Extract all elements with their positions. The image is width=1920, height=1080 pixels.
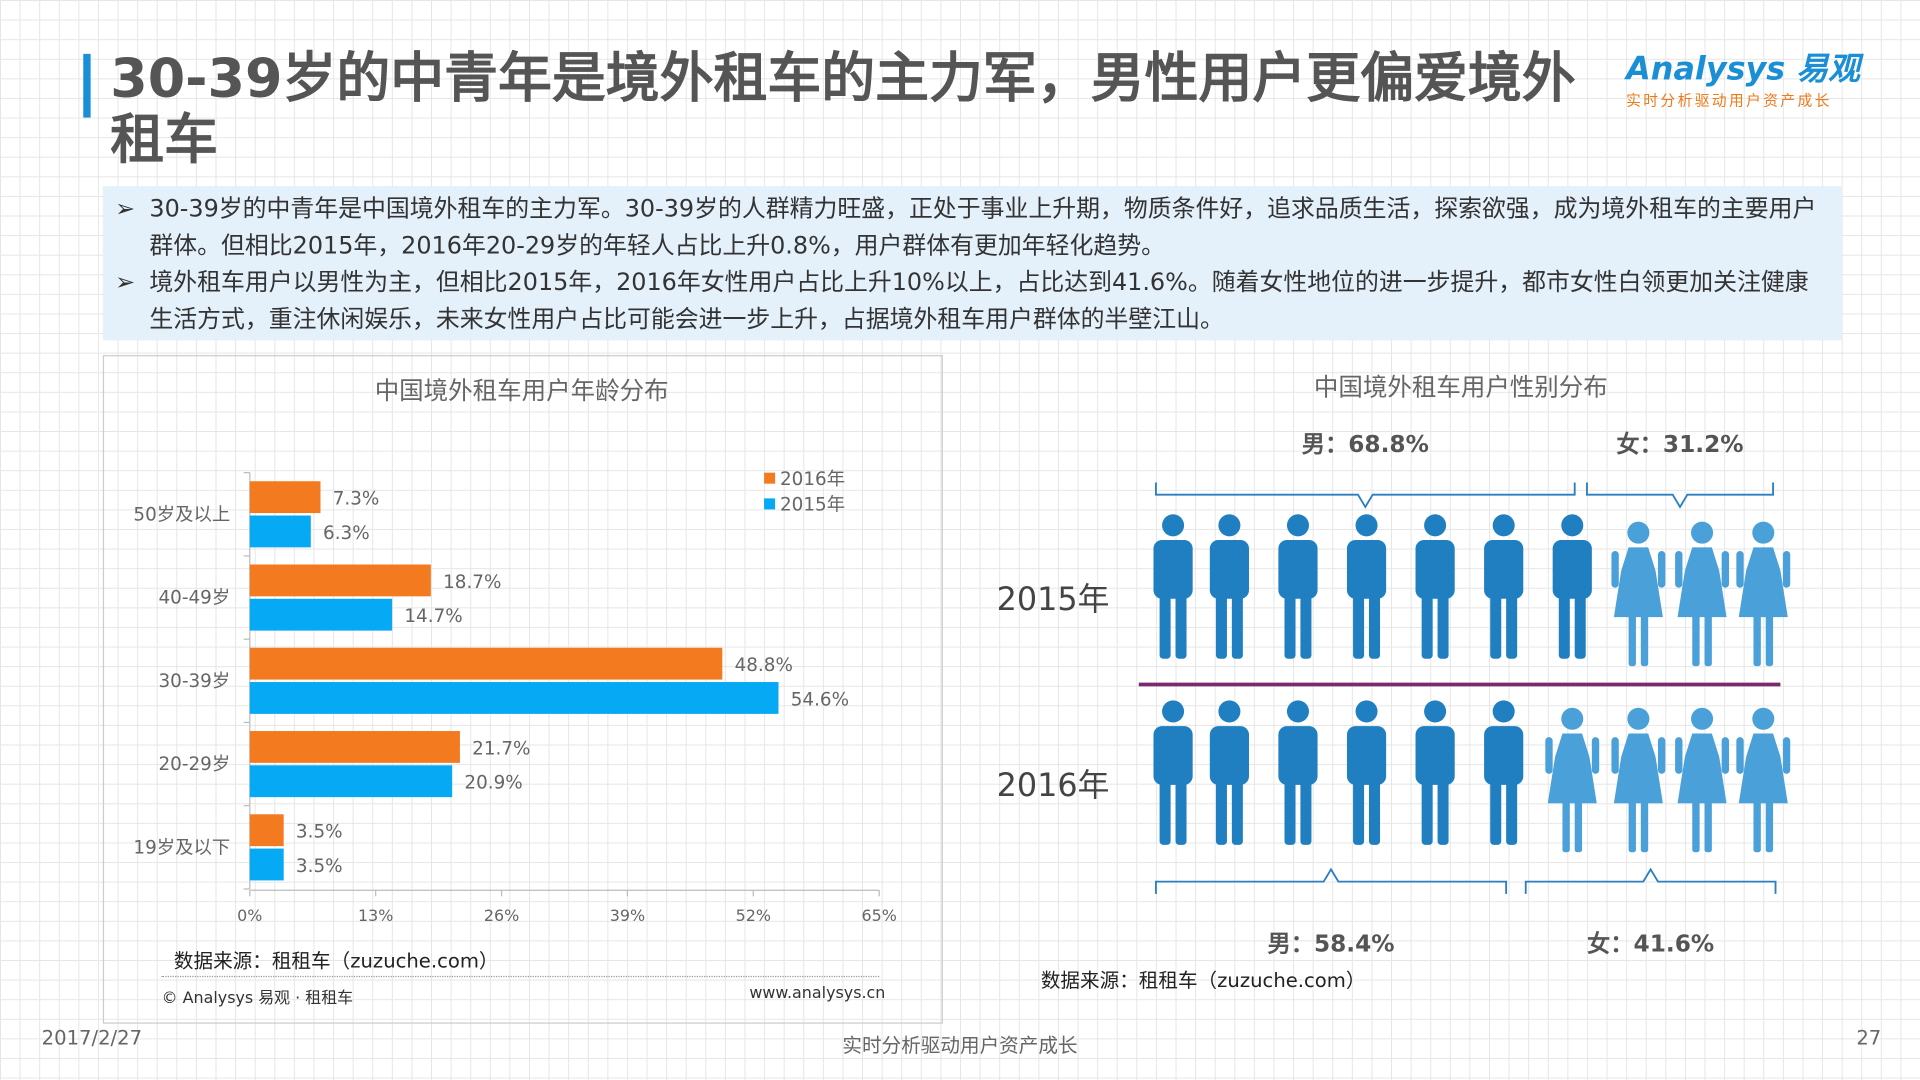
data-label: 3.5% [296,822,343,843]
x-tick-label: 39% [610,906,645,925]
gender-chart-source: 数据来源：租租车（zuzuche.com） [1040,968,1366,992]
bar-2015年 [249,515,311,548]
footer-date: 2017/2/27 [41,1026,143,1050]
legend-swatch [764,498,776,510]
male-person-icon [1484,514,1524,659]
arrow-right-icon: ➢ [115,268,136,297]
data-label: 54.6% [791,689,849,710]
logo: Analysys 易观 实时分析驱动用户资产成长 [1626,44,1860,110]
male-share-2015: 男：68.8% [1302,431,1429,458]
female-person-icon [1675,521,1729,667]
age-chart-panel [102,355,943,1024]
data-label: 3.5% [296,856,343,877]
male-brace-2016 [1155,867,1508,894]
data-label: 48.8% [735,655,793,676]
bullet-item: ➢ 30-39岁的中青年是中国境外租车的主力军。30-39岁的人群精力旺盛，正处于… [115,191,1829,264]
male-brace-2015 [1155,482,1576,509]
female-person-icon [1736,707,1791,853]
male-person-icon [1209,514,1249,659]
female-brace-2015 [1586,482,1774,509]
data-label: 20.9% [464,773,522,794]
male-person-icon [1484,700,1524,845]
data-label: 21.7% [472,738,530,759]
x-tick-label: 0% [237,906,262,925]
x-tick-label: 13% [358,906,393,925]
female-person-icon [1675,707,1729,853]
male-person-icon [1552,514,1592,659]
data-label: 18.7% [443,572,501,593]
x-tick-label: 52% [736,906,771,925]
male-person-icon [1153,700,1193,845]
footer-slogan: 实时分析驱动用户资产成长 [842,1033,1078,1057]
legend-label: 2016年 [780,469,845,490]
row-label: 2015年 [997,580,1110,618]
page-number: 27 [1856,1026,1882,1050]
gender-chart-title: 中国境外租车用户性别分布 [1313,372,1608,402]
x-tick-label: 26% [484,906,519,925]
bar-2016年 [249,647,723,680]
age-chart-title: 中国境外租车用户年龄分布 [374,375,669,406]
data-label: 6.3% [323,523,370,544]
female-person-icon [1736,521,1791,667]
bar-2015年 [249,682,779,714]
male-person-icon [1209,700,1249,845]
bullet-text: 30-39岁的中青年是中国境外租车的主力军。30-39岁的人群精力旺盛，正处于事… [149,194,1817,260]
female-share-2016: 女：41.6% [1587,930,1714,957]
bar-2016年 [249,481,321,514]
female-share-2015: 女：31.2% [1616,431,1743,458]
female-person-icon [1611,707,1666,853]
bar-2015年 [249,765,453,798]
male-person-icon [1346,514,1387,659]
legend-swatch [764,472,776,484]
male-person-icon [1278,514,1318,659]
age-bar-chart: 50岁及以上 7.3% 6.3% 40-49岁 18.7% 14.7% 30-39岁 48.8… [133,469,897,925]
male-person-icon [1415,514,1455,659]
female-brace-2016 [1524,867,1777,894]
bullet-item: ➢ 境外租车用户以男性为主，但相比2015年，2016年女性用户占比上升10%以上… [115,264,1829,337]
female-person-icon [1545,707,1600,853]
category-label: 40-49岁 [158,588,230,609]
female-person-icon [1611,521,1666,667]
logo-tagline: 实时分析驱动用户资产成长 [1626,91,1832,109]
male-person-icon [1278,700,1318,845]
bar-2016年 [249,731,460,763]
bullet-text: 境外租车用户以男性为主，但相比2015年，2016年女性用户占比上升10%以上，… [149,268,1809,334]
category-label: 19岁及以下 [133,837,230,858]
male-share-2016: 男：58.4% [1267,930,1394,957]
male-person-icon [1346,700,1387,845]
male-person-icon [1153,514,1193,659]
title-accent-bar [83,53,91,118]
url-text: www.analysys.cn [749,984,886,1003]
category-label: 50岁及以上 [133,504,230,525]
bar-2016年 [249,814,284,847]
arrow-right-icon: ➢ [115,194,136,223]
category-label: 30-39岁 [158,671,230,692]
copyright: © Analysys 易观 · 租租车 [161,989,354,1008]
data-label: 14.7% [404,606,462,627]
row-label: 2016年 [997,766,1110,804]
bar-2015年 [249,598,393,631]
age-chart-source: 数据来源：租租车（zuzuche.com） [173,948,499,973]
divider [161,975,880,978]
category-label: 20-29岁 [158,754,230,775]
summary-box: ➢ 30-39岁的中青年是中国境外租车的主力军。30-39岁的人群精力旺盛，正处于… [102,186,1842,341]
x-tick-label: 65% [862,906,897,925]
male-person-icon [1415,700,1455,845]
page-title: 30-39岁的中青年是境外租车的主力军，男性用户更偏爱境外租车 [110,47,1576,172]
data-label: 7.3% [333,488,380,509]
logo-brand: Analysys 易观 [1626,51,1861,89]
bar-2016年 [249,564,431,597]
legend-label: 2015年 [780,495,845,516]
bar-2015年 [249,848,284,881]
